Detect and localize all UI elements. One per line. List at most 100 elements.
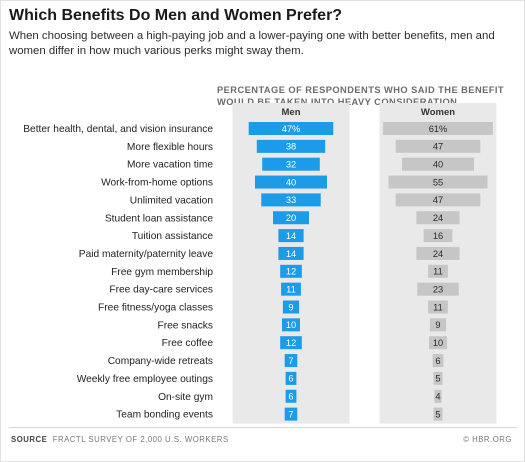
credit: © HBR.ORG [463,435,512,444]
category-label: Student loan assistance [105,213,214,224]
bar-men [255,175,327,189]
category-label: Paid maternity/paternity leave [79,249,214,260]
value-label-women: 11 [433,267,443,277]
chart-title: Which Benefits Do Men and Women Prefer? [9,7,343,24]
bar-men [256,139,326,153]
category-label: More vacation time [127,160,213,171]
value-label-men: 11 [286,284,296,294]
bar-women [416,211,460,225]
value-label-men: 7 [288,409,293,419]
series-label-men: Men [282,107,301,118]
value-label-men: 20 [286,213,296,223]
category-label: Free day-care services [109,285,213,296]
category-label: Better health, dental, and vision insura… [23,124,213,135]
source-label: SOURCE [11,435,48,444]
category-label: Company-wide retreats [108,356,213,367]
bar-women [416,246,460,260]
bar-men [273,211,309,225]
value-label-men: 10 [286,320,296,330]
value-label-men: 38 [286,142,296,152]
bar-women [402,157,474,171]
value-label-women: 10 [433,338,443,348]
value-label-men: 7 [288,356,293,366]
bar-women [432,354,444,368]
value-label-men: 33 [286,195,296,205]
bar-women [433,371,443,385]
value-label-women: 9 [435,320,440,330]
source-note: SOURCE FRACTL SURVEY OF 2,000 U.S. WORKE… [11,435,229,444]
bar-men [280,336,302,350]
value-label-women: 47 [433,195,443,205]
value-label-men: 12 [286,338,296,348]
category-label: Free fitness/yoga classes [98,303,213,314]
bar-women [395,139,481,153]
value-label-women: 40 [433,160,443,170]
bar-men [284,407,298,421]
category-label: Free snacks [158,320,213,331]
value-label-men: 47% [282,124,301,134]
bar-women [417,282,459,296]
chart-subtitle: When choosing between a high-paying job … [9,30,495,57]
value-label-men: 32 [286,160,296,170]
category-label: On-site gym [158,392,213,403]
footer-divider [9,427,517,428]
value-label-women: 16 [433,231,443,241]
bar-men [262,157,320,171]
column-header-line-1: PERCENTAGE OF RESPONDENTS WHO SAID THE B… [217,85,505,95]
bar-women [423,229,453,243]
men-panel [232,103,350,424]
category-label: Free gym membership [111,267,213,278]
value-label-men: 12 [286,267,296,277]
bar-women [429,318,447,332]
benefits-chart: Men Women Better health, dental, and visio… [23,103,497,424]
value-label-women: 5 [435,374,440,384]
value-label-women: 11 [433,302,443,312]
category-label: Work-from-home options [101,178,213,189]
bar-men [284,354,298,368]
value-label-women: 47 [433,142,443,152]
value-label-men: 40 [286,177,296,187]
bar-women [388,175,488,189]
value-label-women: 24 [433,213,443,223]
bar-men [278,246,304,260]
bar-women [428,300,448,314]
value-label-men: 14 [286,249,296,259]
value-label-women: 23 [433,284,443,294]
value-label-women: 55 [433,177,443,187]
bar-men [261,193,321,207]
bar-men [248,122,334,135]
bar-women [428,264,448,278]
source-text: FRACTL SURVEY OF 2,000 U.S. WORKERS [52,435,229,444]
column-header-line-2: WOULD BE TAKEN INTO HEAVY CONSIDERATION [217,97,458,107]
category-label: Team bonding events [116,410,213,421]
value-label-men: 9 [288,302,293,312]
value-label-men: 6 [288,392,293,402]
column-header: PERCENTAGE OF RESPONDENTS WHO SAID THE B… [217,84,504,108]
value-label-men: 6 [288,374,293,384]
value-label-women: 24 [433,249,443,259]
bar-women [433,407,443,421]
bar-men [285,371,297,385]
bar-men [282,318,300,332]
value-label-women: 6 [435,356,440,366]
value-label-men: 14 [286,231,296,241]
value-label-women: 61% [429,124,448,134]
category-label: Weekly free employee outings [77,374,213,385]
women-panel [379,103,497,424]
bar-men [281,282,301,296]
category-label: Free coffee [162,338,214,349]
bar-women [434,389,442,403]
bar-men [278,229,304,243]
bar-men [280,264,302,278]
category-label: Tuition assistance [132,231,213,242]
bar-women [383,122,493,135]
category-label: More flexible hours [127,142,213,153]
category-label: Unlimited vacation [130,195,213,206]
bar-women [429,336,447,350]
bar-men [282,300,300,314]
bar-women [395,193,481,207]
bar-men [285,389,297,403]
series-label-women: Women [421,107,455,118]
value-label-women: 5 [435,409,440,419]
